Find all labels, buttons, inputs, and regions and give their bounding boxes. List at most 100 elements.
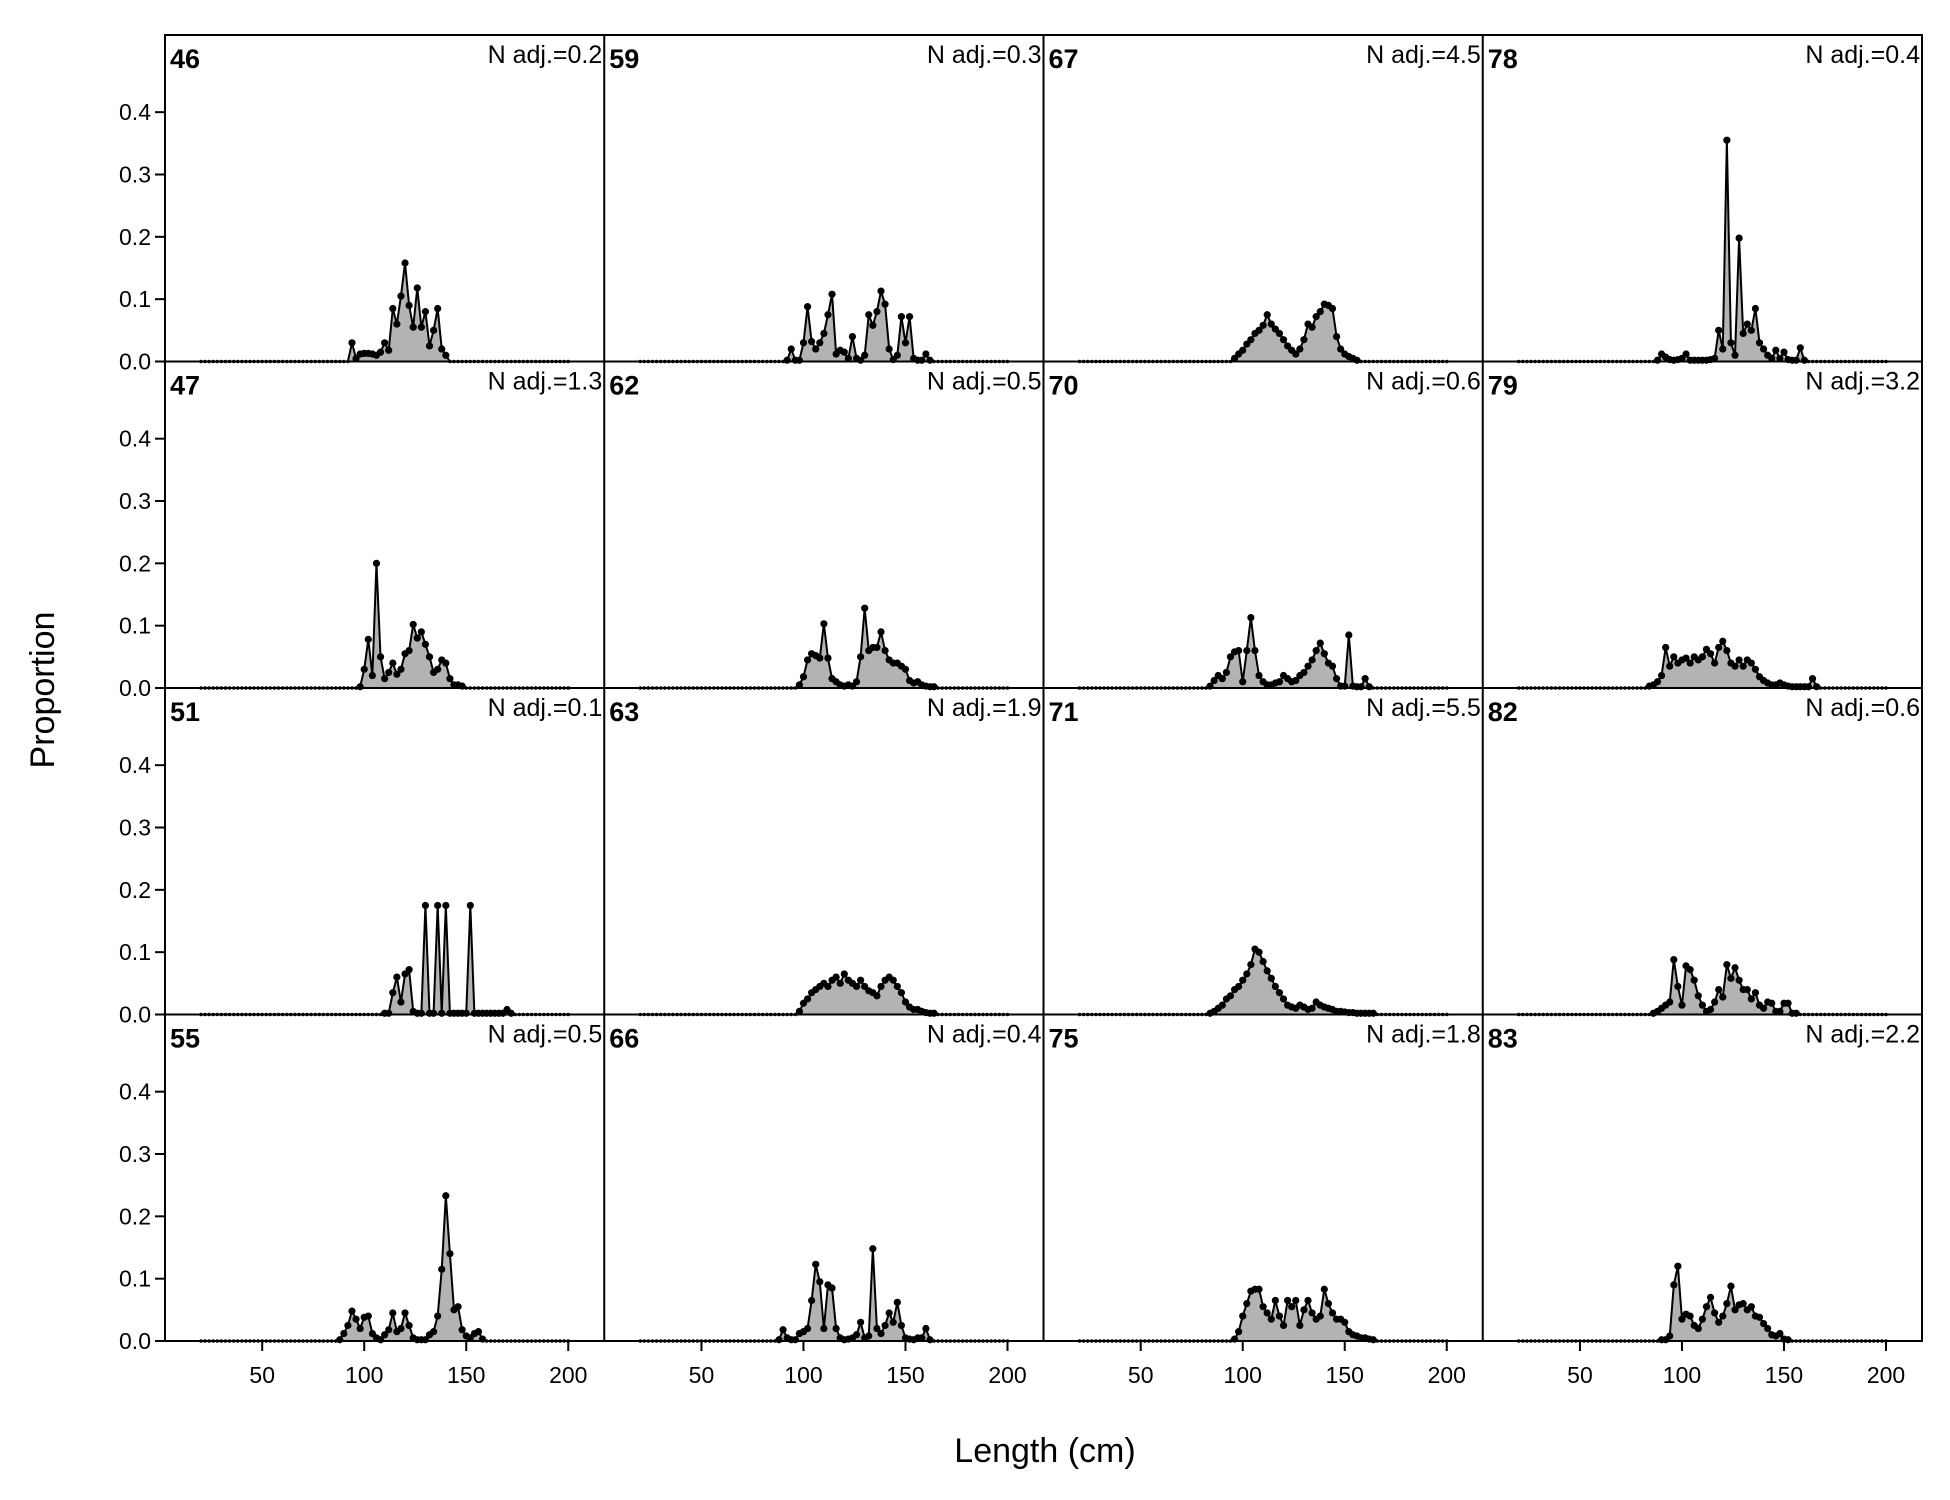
data-point (434, 665, 442, 673)
line-70 (1079, 617, 1447, 689)
data-point (385, 1326, 393, 1334)
data-point (401, 1309, 409, 1317)
area-59 (640, 291, 1008, 362)
data-point (775, 1336, 783, 1344)
data-point (897, 1321, 906, 1330)
data-point (893, 351, 901, 359)
panel-63: 63 N adj.=1.9 (609, 694, 1042, 1017)
data-point (1784, 999, 1792, 1007)
n-adj-label-83: N adj.=2.2 (1805, 1021, 1920, 1049)
data-point (1235, 647, 1243, 655)
data-point (885, 1309, 893, 1317)
data-point (803, 303, 812, 311)
data-point (840, 970, 848, 978)
data-point (1275, 989, 1284, 997)
data-point (1768, 999, 1776, 1007)
data-point (1674, 982, 1682, 991)
data-point (787, 345, 795, 353)
data-point (405, 1321, 413, 1330)
data-point (1759, 1004, 1768, 1012)
data-point (1259, 321, 1267, 329)
data-point (836, 979, 844, 987)
data-point (1300, 668, 1308, 677)
data-point (1361, 675, 1369, 683)
x-tick-label: 150 (1326, 1362, 1364, 1388)
data-point (1727, 339, 1735, 347)
data-point (474, 1328, 483, 1336)
data-point (1715, 326, 1723, 334)
data-point (1275, 1312, 1284, 1320)
data-point (1308, 323, 1316, 331)
data-point (1759, 1319, 1768, 1328)
area-67 (1079, 304, 1447, 362)
y-tick-label: 0.3 (119, 488, 151, 514)
data-point (1678, 1001, 1686, 1009)
panels-layer: 46 N adj.=0.2 59 N adj.=0.3 67 N adj.=4.5 78 N … (170, 41, 1920, 1344)
data-point (438, 1009, 446, 1017)
line-51 (201, 905, 569, 1016)
x-tick-label: 150 (1765, 1362, 1803, 1388)
data-point (1715, 643, 1723, 652)
data-point (1702, 1303, 1711, 1311)
data-point (905, 313, 914, 321)
x-tick-label: 200 (1428, 1362, 1466, 1388)
area-70 (1079, 617, 1447, 688)
data-point (417, 323, 425, 331)
area-83 (1518, 1266, 1886, 1341)
data-point (873, 1324, 881, 1333)
y-tick-label: 0.2 (119, 1203, 151, 1229)
data-point (1694, 1324, 1702, 1333)
panel-label-75: 75 (1049, 1024, 1079, 1054)
data-point (1226, 992, 1235, 1000)
x-tick-label: 50 (689, 1362, 715, 1388)
data-point (840, 348, 848, 356)
data-point (877, 628, 885, 636)
data-point (1670, 956, 1678, 964)
x-tick-label: 50 (249, 1362, 275, 1388)
panel-label-63: 63 (609, 697, 639, 727)
data-point (1698, 653, 1706, 661)
data-point (1312, 647, 1320, 655)
data-point (1369, 1009, 1377, 1017)
data-point (828, 290, 836, 298)
data-point (844, 354, 852, 362)
data-point (897, 313, 906, 321)
area-55 (201, 1195, 569, 1341)
data-point (1674, 1262, 1682, 1270)
y-tick-label: 0.4 (119, 99, 151, 125)
data-point (429, 1009, 438, 1017)
data-point (816, 1278, 824, 1286)
data-point (795, 356, 803, 364)
area-51 (201, 905, 569, 1015)
data-point (812, 1260, 820, 1268)
data-point (1292, 676, 1300, 685)
area-47 (201, 563, 569, 688)
data-point (1711, 659, 1719, 667)
data-point (1759, 345, 1768, 353)
data-point (1255, 948, 1263, 956)
data-point (1743, 985, 1751, 994)
data-point (381, 1331, 389, 1339)
data-point (434, 304, 442, 313)
data-point (1235, 982, 1243, 991)
data-point (1666, 998, 1674, 1006)
data-point (385, 346, 393, 354)
data-point (1723, 961, 1731, 969)
panel-79: 79 N adj.=3.2 (1488, 368, 1920, 691)
panel-label-79: 79 (1488, 371, 1518, 401)
data-point (1747, 659, 1755, 667)
data-point (1210, 676, 1218, 685)
data-point (1662, 643, 1670, 652)
data-point (1723, 136, 1731, 144)
data-point (1251, 647, 1259, 655)
data-point (1731, 662, 1739, 670)
data-point (1247, 336, 1255, 344)
y-tick-label: 0.0 (119, 1328, 151, 1354)
data-point (1308, 1004, 1316, 1012)
area-62 (640, 608, 1008, 688)
x-tick-label: 200 (549, 1362, 587, 1388)
data-point (1218, 1001, 1226, 1009)
data-point (458, 1326, 466, 1334)
data-point (356, 683, 364, 691)
y-tick-label: 0.4 (119, 752, 151, 778)
